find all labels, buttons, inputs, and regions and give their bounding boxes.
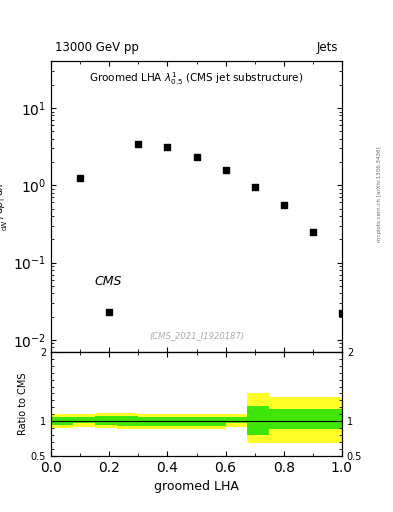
Point	[164, 143, 171, 152]
Point	[222, 165, 229, 174]
Point	[281, 201, 287, 209]
Point	[77, 174, 83, 182]
Point	[339, 309, 345, 317]
Text: (CMS_2021_I1920187): (CMS_2021_I1920187)	[149, 331, 244, 340]
Y-axis label: Ratio to CMS: Ratio to CMS	[18, 373, 28, 435]
Text: mcplots.cern.ch [arXiv:1306.3436]: mcplots.cern.ch [arXiv:1306.3436]	[377, 147, 382, 242]
Text: CMS: CMS	[95, 275, 122, 288]
Text: Jets: Jets	[316, 41, 338, 54]
Point	[310, 228, 316, 236]
Point	[135, 140, 141, 148]
Y-axis label: $\frac{\mathrm{1}}{\mathrm{d}N}\,/\,\mathrm{d}p_{\mathrm{T}}\,\mathrm{d}\lambda$: $\frac{\mathrm{1}}{\mathrm{d}N}\,/\,\mat…	[0, 182, 10, 231]
Text: 13000 GeV pp: 13000 GeV pp	[55, 41, 139, 54]
Point	[193, 153, 200, 161]
Text: Groomed LHA $\lambda^{1}_{0.5}$ (CMS jet substructure): Groomed LHA $\lambda^{1}_{0.5}$ (CMS jet…	[89, 70, 304, 87]
Point	[252, 183, 258, 191]
X-axis label: groomed LHA: groomed LHA	[154, 480, 239, 493]
Point	[106, 308, 112, 316]
